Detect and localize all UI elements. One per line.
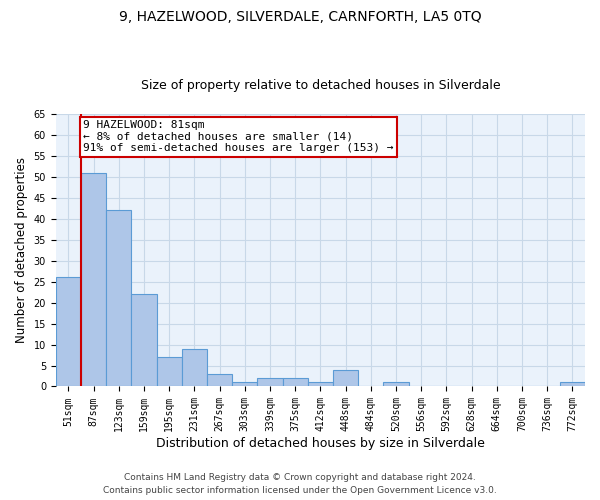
Text: 9 HAZELWOOD: 81sqm
← 8% of detached houses are smaller (14)
91% of semi-detached: 9 HAZELWOOD: 81sqm ← 8% of detached hous… [83,120,394,154]
Bar [182,348,207,387]
Text: Contains HM Land Registry data © Crown copyright and database right 2024.
Contai: Contains HM Land Registry data © Crown c… [103,474,497,495]
Bar [56,278,81,386]
Bar [560,382,585,386]
Bar [257,378,283,386]
X-axis label: Distribution of detached houses by size in Silverdale: Distribution of detached houses by size … [156,437,485,450]
Y-axis label: Number of detached properties: Number of detached properties [15,157,28,343]
Bar [232,382,257,386]
Text: 9, HAZELWOOD, SILVERDALE, CARNFORTH, LA5 0TQ: 9, HAZELWOOD, SILVERDALE, CARNFORTH, LA5… [119,10,481,24]
Bar [207,374,232,386]
Bar [383,382,409,386]
Title: Size of property relative to detached houses in Silverdale: Size of property relative to detached ho… [140,79,500,92]
Bar [106,210,131,386]
Bar [308,382,333,386]
Bar [131,294,157,386]
Bar [283,378,308,386]
Bar [333,370,358,386]
Bar [157,357,182,386]
Bar [81,172,106,386]
